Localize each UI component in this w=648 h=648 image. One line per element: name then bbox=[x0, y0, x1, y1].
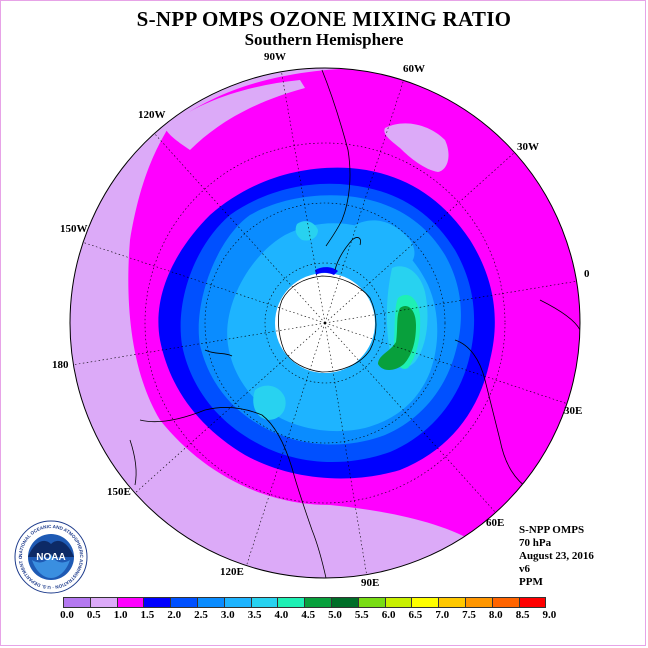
page-title: S-NPP OMPS OZONE MIXING RATIO bbox=[136, 7, 512, 31]
lon-label-120w: 120W bbox=[138, 109, 166, 121]
color-scale-box bbox=[143, 597, 172, 608]
antarctic-coast bbox=[278, 275, 377, 373]
color-scale-box bbox=[170, 597, 198, 608]
lon-label-180: 180 bbox=[52, 359, 69, 371]
info-block: S-NPP OMPS 70 hPa August 23, 2016 v6 PPM bbox=[519, 524, 594, 589]
lon-label-60e: 60E bbox=[486, 517, 505, 529]
color-scale-label: 4.0 bbox=[274, 609, 289, 621]
australia-coast bbox=[139, 407, 327, 578]
color-scale-box bbox=[411, 597, 440, 608]
color-scale-box bbox=[63, 597, 91, 608]
small-blue-strip bbox=[315, 267, 338, 275]
color-scale-label: 3.0 bbox=[220, 609, 235, 621]
color-scale-label: 5.0 bbox=[328, 609, 342, 621]
color-scale-box bbox=[491, 597, 520, 608]
lon-label-90w: 90W bbox=[264, 51, 286, 63]
color-scale-label: 5.5 bbox=[354, 609, 369, 621]
antarctic-peninsula bbox=[334, 237, 361, 271]
logo-text: NOAA bbox=[36, 552, 65, 563]
sky-blue-lobe bbox=[352, 220, 415, 268]
new-zealand-coast bbox=[129, 439, 137, 486]
lavender-patch bbox=[384, 123, 449, 172]
lon-label-150w: 150W bbox=[60, 223, 88, 235]
lon-label-0: 0 bbox=[584, 268, 590, 280]
color-scale-label: 3.5 bbox=[247, 609, 262, 621]
color-scale-label: 1.0 bbox=[113, 609, 128, 621]
info-date: August 23, 2016 bbox=[519, 550, 594, 562]
color-scale-box bbox=[116, 597, 145, 608]
lon-label-90e: 90E bbox=[361, 577, 380, 589]
color-scale-label: 8.5 bbox=[515, 609, 530, 621]
lon-label-120e: 120E bbox=[220, 566, 244, 578]
color-scale-box bbox=[250, 597, 279, 608]
page-subtitle: Southern Hemisphere bbox=[244, 30, 404, 49]
color-scale-box bbox=[357, 597, 386, 608]
color-scale-label: 7.5 bbox=[462, 609, 476, 621]
lon-label-60w: 60W bbox=[403, 63, 425, 75]
color-scale-label: 0.0 bbox=[60, 609, 74, 621]
color-scale-box bbox=[304, 597, 332, 608]
color-scale-label: 4.5 bbox=[301, 609, 316, 621]
info-level: 70 hPa bbox=[519, 537, 552, 549]
color-scale-label: 2.0 bbox=[167, 609, 182, 621]
lon-label-150e: 150E bbox=[107, 486, 131, 498]
color-scale-label: 0.5 bbox=[86, 609, 101, 621]
color-scale-box bbox=[196, 597, 225, 608]
southern-coast bbox=[204, 349, 233, 357]
color-scale-box bbox=[518, 597, 547, 608]
color-scale-box bbox=[464, 597, 493, 608]
color-scale-label: 7.0 bbox=[435, 609, 450, 621]
lavender-wedge bbox=[165, 80, 305, 150]
color-scale-label: 8.0 bbox=[488, 609, 503, 621]
color-scale-label: 1.5 bbox=[140, 609, 155, 621]
info-instrument: S-NPP OMPS bbox=[519, 524, 585, 536]
color-scale bbox=[63, 597, 547, 608]
noaa-logo: NATIONAL OCEANIC AND ATMOSPHERIC ADMINIS… bbox=[14, 520, 88, 594]
lon-label-30e: 30E bbox=[564, 405, 583, 417]
color-scale-label: 9.0 bbox=[542, 609, 557, 621]
color-scale-box bbox=[330, 597, 359, 608]
color-scale-label: 2.5 bbox=[194, 609, 208, 621]
lon-label-30w: 30W bbox=[517, 141, 539, 153]
color-scale-box bbox=[277, 597, 306, 608]
info-version: v6 bbox=[519, 563, 530, 575]
color-scale-box bbox=[223, 597, 252, 608]
color-scale-label: 6.5 bbox=[408, 609, 423, 621]
africa-coast bbox=[454, 339, 531, 491]
eastern-coast bbox=[539, 299, 580, 331]
cyan-patch-north bbox=[295, 221, 318, 241]
dark-green-patch bbox=[378, 305, 416, 370]
color-scale-label: 6.0 bbox=[381, 609, 396, 621]
map-outline bbox=[69, 67, 581, 579]
info-units: PPM bbox=[519, 576, 543, 588]
south-america-coast bbox=[321, 69, 351, 247]
color-scale-box bbox=[384, 597, 413, 608]
color-scale-box bbox=[89, 597, 118, 608]
color-scale-box bbox=[438, 597, 466, 608]
cyan-patch-south bbox=[253, 385, 286, 420]
